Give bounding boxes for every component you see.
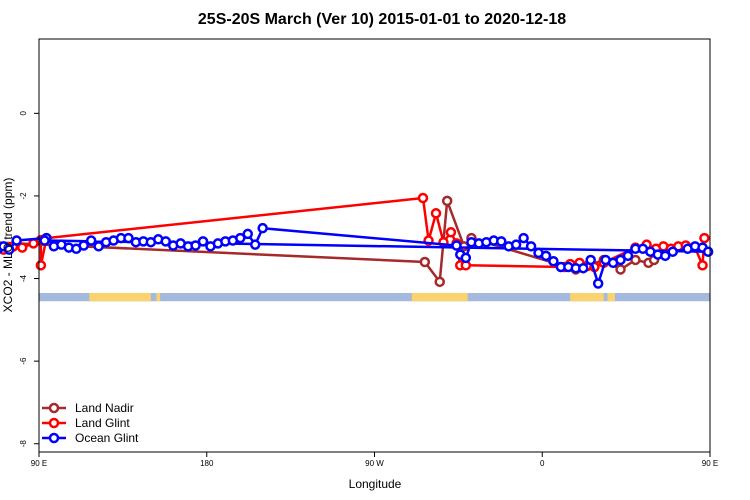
data-point <box>460 252 472 264</box>
data-point <box>39 235 50 246</box>
data-point <box>35 260 47 271</box>
data-point <box>615 264 626 275</box>
data-point <box>417 192 429 204</box>
y-tick-label: -8 <box>19 440 28 448</box>
plot-series <box>0 192 714 289</box>
data-point <box>16 242 28 253</box>
land-segment <box>89 292 151 302</box>
data-point <box>249 239 261 250</box>
data-point <box>85 235 97 246</box>
data-point <box>540 250 552 262</box>
legend-item: Land Glint <box>42 416 130 430</box>
series-land-nadir <box>0 195 660 288</box>
legend-marker <box>48 402 60 414</box>
x-axis-label: Longitude <box>349 477 402 491</box>
chart-title: 25S-20S March (Ver 10) 2015-01-01 to 202… <box>198 11 566 28</box>
data-point <box>630 254 641 266</box>
data-point <box>235 232 246 244</box>
data-point <box>697 260 708 271</box>
data-point <box>93 241 104 252</box>
data-point <box>242 228 254 240</box>
data-point <box>548 255 559 267</box>
data-point <box>419 256 431 268</box>
y-tick-label: 0 <box>19 111 28 116</box>
y-tick-label: -4 <box>19 274 28 282</box>
y-axis-label: XCO2 - MLO trend (ppm) <box>1 178 15 313</box>
legend-item: Ocean Glint <box>42 431 139 445</box>
x-tick-label: 90 E <box>31 459 47 468</box>
data-point <box>190 240 201 251</box>
data-point <box>257 222 268 234</box>
data-point <box>622 250 634 262</box>
data-point <box>518 232 529 244</box>
legend-marker <box>48 417 60 429</box>
data-point <box>615 254 626 266</box>
data-point <box>160 236 171 247</box>
series-ocean-glint <box>0 222 714 289</box>
data-point <box>660 250 671 262</box>
x-tick-label: 90 W <box>365 459 384 468</box>
data-point <box>495 236 507 247</box>
data-point <box>11 235 22 246</box>
legend-marker <box>48 432 60 444</box>
x-tick-label: 90 E <box>702 459 718 468</box>
data-point <box>3 244 15 255</box>
y-tick-label: -2 <box>19 192 28 200</box>
data-point <box>445 227 457 238</box>
data-point <box>434 276 445 288</box>
land-segment <box>122 292 125 302</box>
ocean-band <box>39 292 710 302</box>
data-point <box>451 240 462 251</box>
data-point <box>667 246 678 257</box>
x-tick-label: 0 <box>540 459 545 468</box>
series-line <box>0 196 706 269</box>
x-axis: 90 E 180 90 W 0 90 E <box>31 452 718 468</box>
data-point <box>510 239 522 250</box>
land-segment <box>607 292 615 302</box>
data-point <box>78 240 89 251</box>
land-segment <box>156 292 161 302</box>
legend-label: Ocean Glint <box>75 431 139 445</box>
data-point <box>592 278 604 289</box>
data-point <box>699 232 710 244</box>
data-point <box>197 236 209 247</box>
data-point <box>430 208 442 219</box>
data-point <box>123 232 134 244</box>
data-point <box>578 262 589 274</box>
x-tick-label: 180 <box>200 459 214 468</box>
data-point <box>441 195 453 207</box>
legend-label: Land Nadir <box>75 401 134 415</box>
land-segment <box>570 292 604 302</box>
data-point <box>702 246 714 257</box>
legend-item: Land Nadir <box>42 401 134 415</box>
data-point <box>585 254 596 266</box>
land-ocean-band <box>39 292 710 302</box>
data-point <box>525 241 537 252</box>
y-axis: -8 -6 -4 -2 0 <box>19 111 39 448</box>
land-segment <box>411 292 468 302</box>
legend-label: Land Glint <box>75 416 130 430</box>
y-tick-label: -6 <box>19 357 28 365</box>
